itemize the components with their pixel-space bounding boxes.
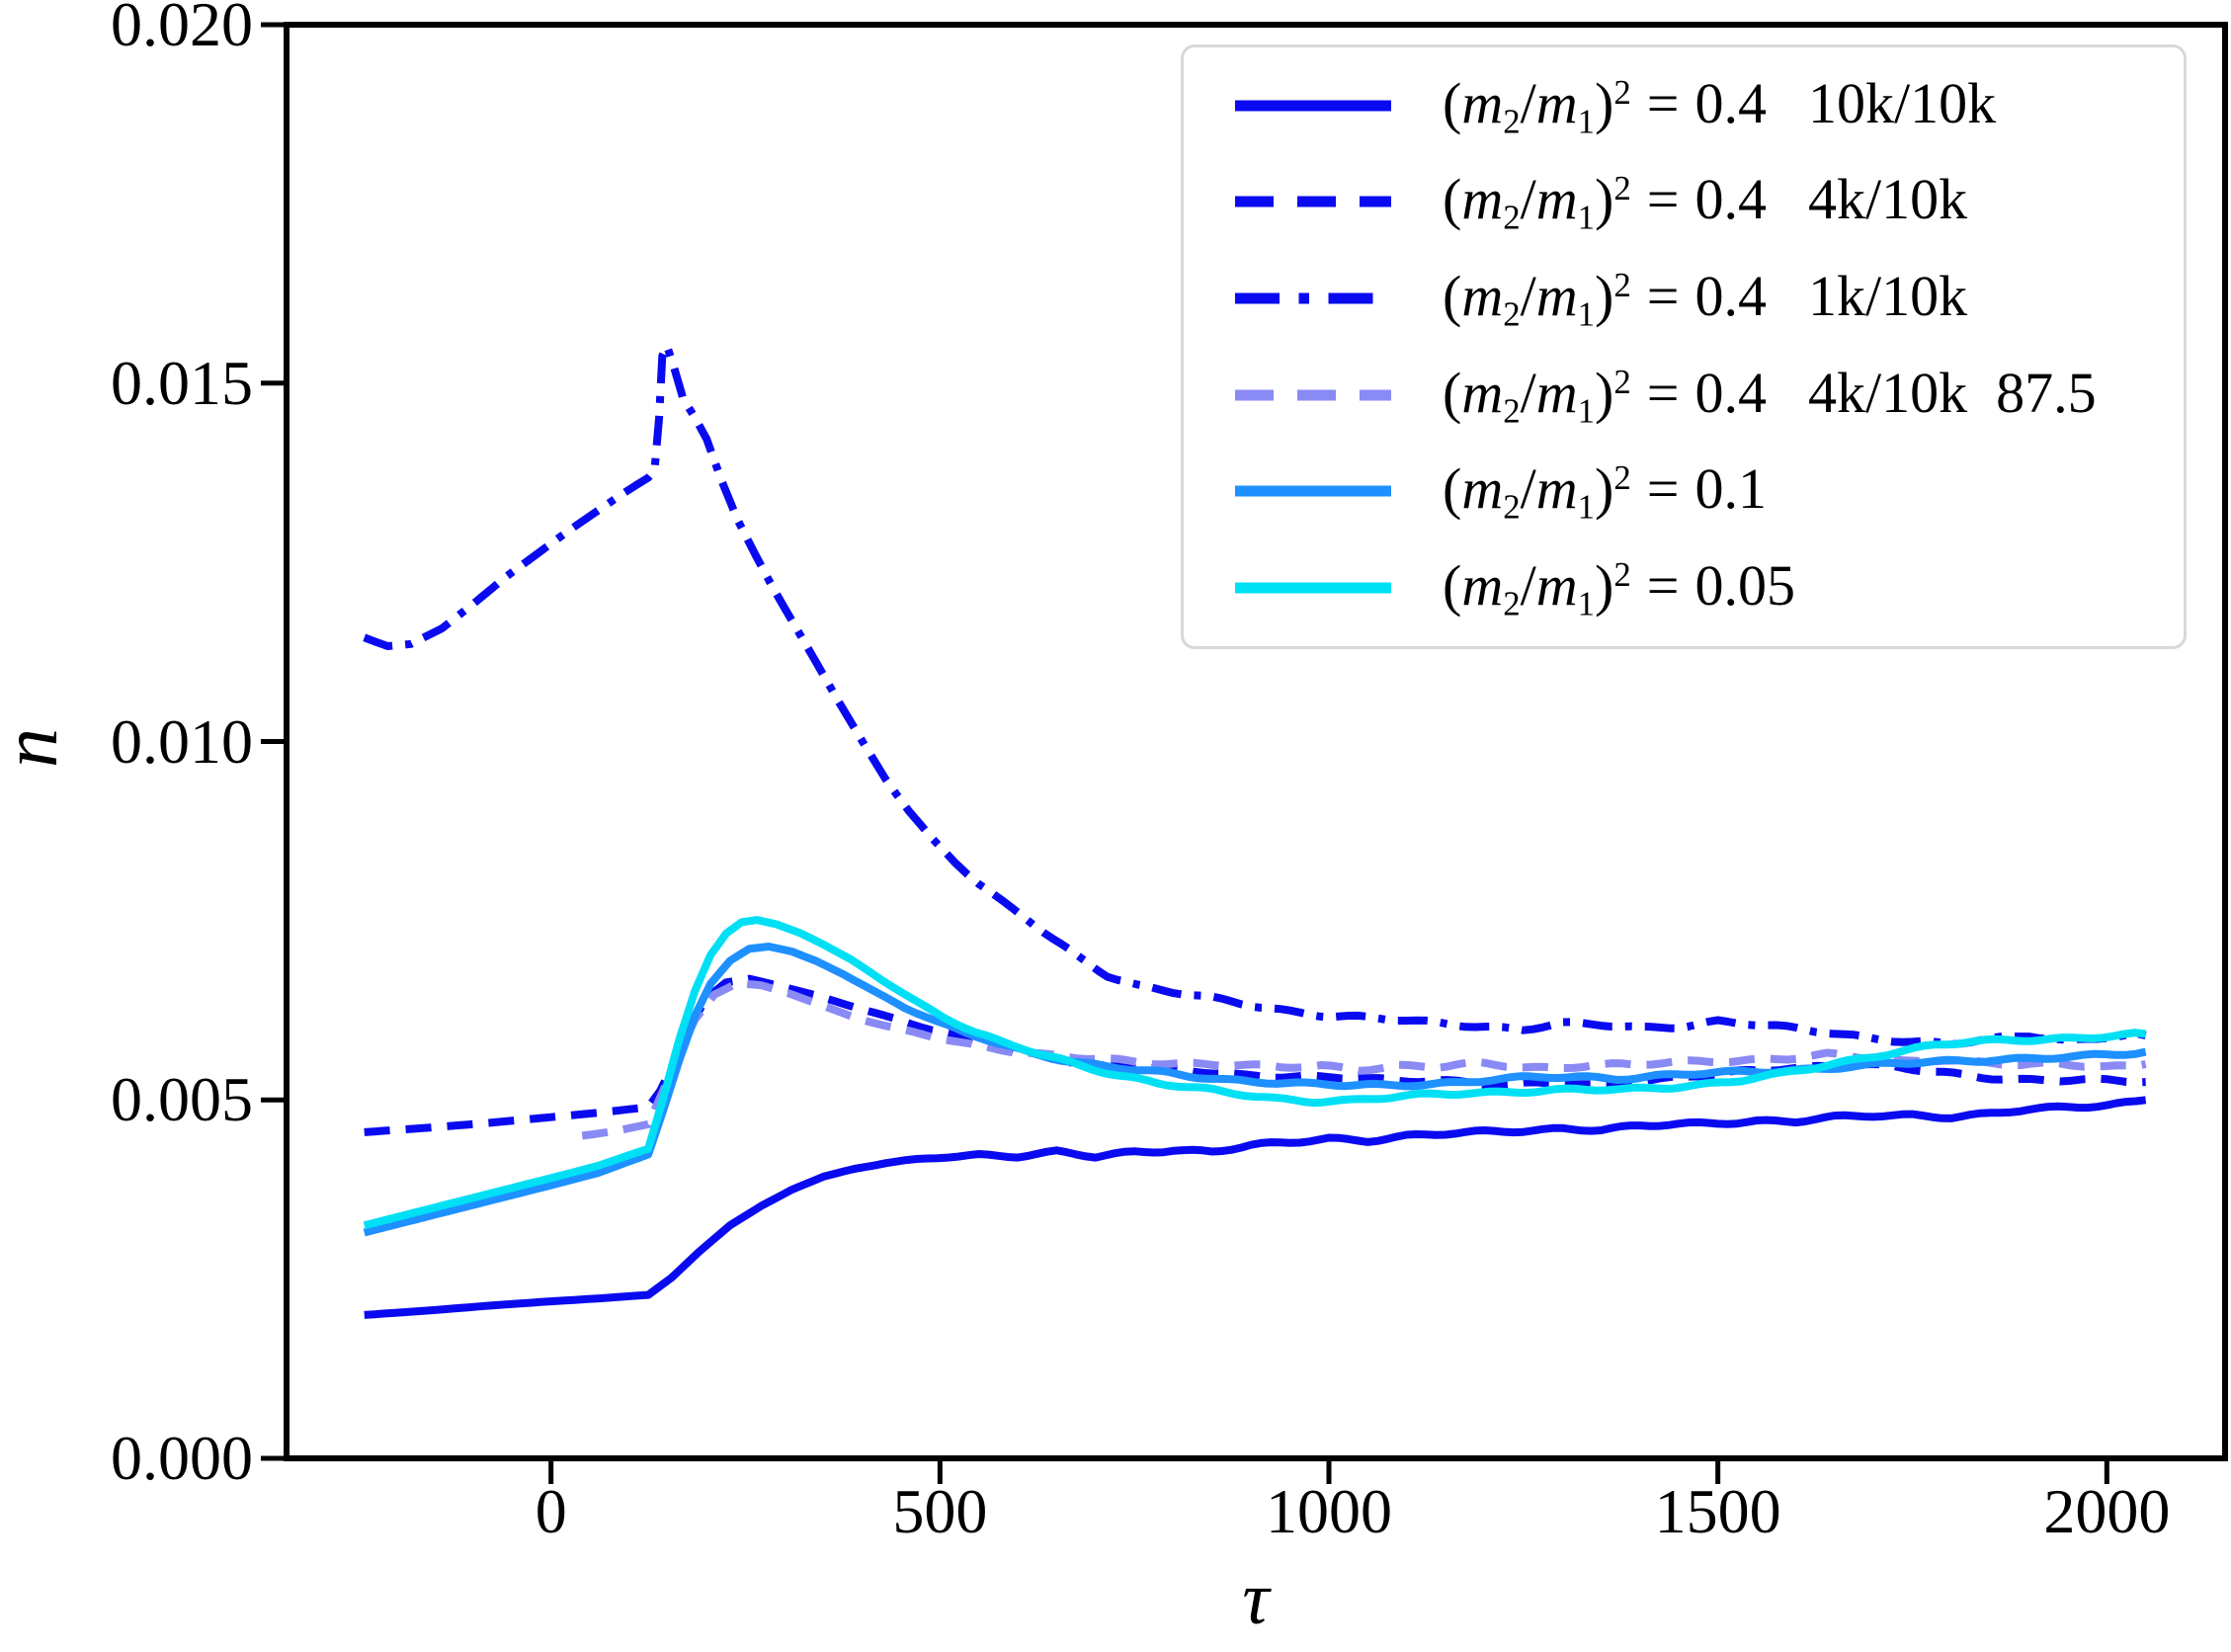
series-4-line <box>363 943 2147 1237</box>
series-3-line <box>581 979 2147 1140</box>
legend-item: (m2/m1)2 = 0.1 <box>1184 445 2184 537</box>
legend-line-swatch <box>1235 100 1391 112</box>
legend-line-swatch <box>1235 582 1391 594</box>
y-tick-label: 0.020 <box>111 0 253 59</box>
legend-item: (m2/m1)2 = 0.4 4k/10k 87.5 <box>1184 349 2184 442</box>
legend-label: (m2/m1)2 = 0.4 10k/10k <box>1443 70 1997 141</box>
x-tick-label: 1500 <box>1654 1476 1781 1546</box>
legend-item: (m2/m1)2 = 0.4 4k/10k <box>1184 155 2184 248</box>
legend-box: (m2/m1)2 = 0.4 10k/10k (m2/m1)2 = 0.4 4k/10k (… <box>1181 44 2187 649</box>
x-tick-label: 1000 <box>1266 1476 1392 1546</box>
legend-line-swatch <box>1235 389 1391 401</box>
legend-item: (m2/m1)2 = 0.4 10k/10k <box>1184 59 2184 152</box>
x-tick-label: 500 <box>892 1476 988 1546</box>
legend-item: (m2/m1)2 = 0.05 <box>1184 541 2184 634</box>
legend-label: (m2/m1)2 = 0.4 4k/10k 87.5 <box>1443 360 2097 431</box>
legend-line-swatch <box>1235 485 1391 497</box>
legend-label: (m2/m1)2 = 0.4 4k/10k <box>1443 167 1968 237</box>
series-0-line <box>364 1096 2147 1319</box>
y-tick-label: 0.015 <box>111 347 253 418</box>
legend-label: (m2/m1)2 = 0.1 <box>1443 456 1767 527</box>
y-tick-label: 0.000 <box>111 1423 253 1493</box>
legend-line-swatch <box>1235 292 1391 304</box>
legend-label: (m2/m1)2 = 0.05 <box>1443 552 1795 623</box>
x-tick-label: 0 <box>535 1476 567 1546</box>
legend-item: (m2/m1)2 = 0.4 1k/10k <box>1184 252 2184 345</box>
series-5-line <box>363 916 2147 1230</box>
y-tick-label: 0.005 <box>111 1064 253 1135</box>
x-axis-label: τ <box>1242 1557 1270 1640</box>
y-axis-label: n <box>0 703 75 792</box>
y-tick-label: 0.010 <box>111 705 253 777</box>
legend-label: (m2/m1)2 = 0.4 1k/10k <box>1443 263 1968 334</box>
legend-line-swatch <box>1235 196 1391 207</box>
series-2-line <box>363 342 2147 1048</box>
x-tick-label: 2000 <box>2043 1476 2171 1546</box>
